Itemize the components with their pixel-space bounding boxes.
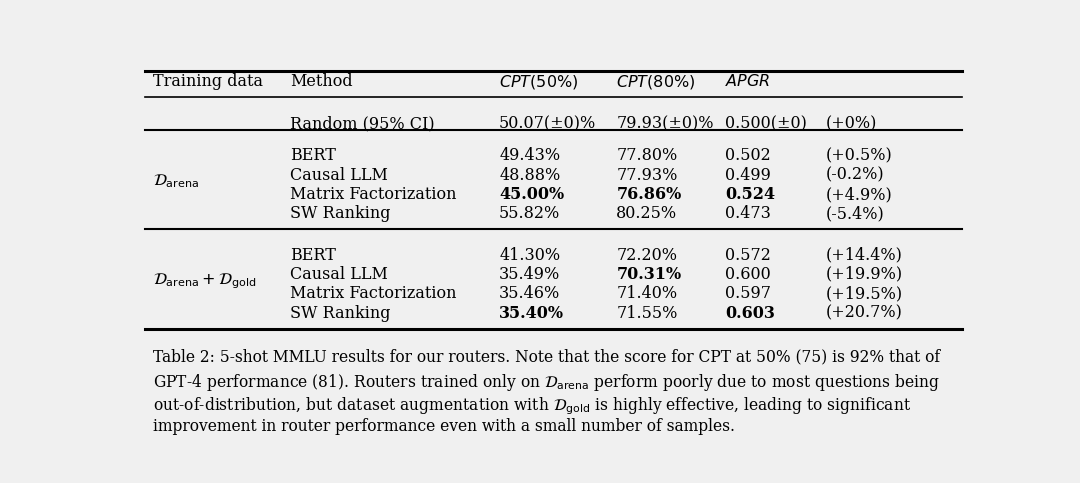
Text: 55.82%: 55.82%: [499, 205, 561, 222]
Text: 45.00%: 45.00%: [499, 186, 564, 203]
Text: (+19.5%): (+19.5%): [825, 285, 903, 302]
Text: 0.603: 0.603: [725, 305, 775, 322]
Text: 0.499: 0.499: [725, 167, 771, 184]
Text: $\mathit{CPT}(50\%)$: $\mathit{CPT}(50\%)$: [499, 73, 579, 91]
Text: BERT: BERT: [289, 147, 336, 164]
Text: 0.524: 0.524: [725, 186, 775, 203]
Text: 35.40%: 35.40%: [499, 305, 564, 322]
Text: $\mathcal{D}_{\mathrm{arena}} + \mathcal{D}_{\mathrm{gold}}$: $\mathcal{D}_{\mathrm{arena}} + \mathcal…: [153, 272, 257, 291]
Text: (+4.9%): (+4.9%): [825, 186, 892, 203]
Text: Causal LLM: Causal LLM: [289, 167, 388, 184]
Text: 77.80%: 77.80%: [617, 147, 677, 164]
Text: 35.49%: 35.49%: [499, 266, 561, 283]
Text: Training data: Training data: [153, 73, 264, 90]
Text: GPT-4 performance (81). Routers trained only on $\mathcal{D}_{\mathrm{arena}}$ p: GPT-4 performance (81). Routers trained …: [153, 372, 941, 393]
Text: 41.30%: 41.30%: [499, 246, 561, 264]
Text: 70.31%: 70.31%: [617, 266, 681, 283]
Text: 35.46%: 35.46%: [499, 285, 561, 302]
Text: 71.40%: 71.40%: [617, 285, 677, 302]
Text: 72.20%: 72.20%: [617, 246, 677, 264]
Text: BERT: BERT: [289, 246, 336, 264]
Text: 50.07(±0)%: 50.07(±0)%: [499, 115, 596, 133]
Text: Method: Method: [289, 73, 352, 90]
Text: 0.502: 0.502: [725, 147, 771, 164]
Text: Random (95% CI): Random (95% CI): [289, 115, 434, 133]
Text: SW Ranking: SW Ranking: [289, 205, 390, 222]
Text: (+19.9%): (+19.9%): [825, 266, 903, 283]
Text: 77.93%: 77.93%: [617, 167, 677, 184]
Text: 49.43%: 49.43%: [499, 147, 561, 164]
Text: 0.597: 0.597: [725, 285, 771, 302]
Text: (-0.2%): (-0.2%): [825, 167, 885, 184]
Text: improvement in router performance even with a small number of samples.: improvement in router performance even w…: [153, 418, 735, 435]
Text: out-of-distribution, but dataset augmentation with $\mathcal{D}_{\mathrm{gold}}$: out-of-distribution, but dataset augment…: [153, 395, 912, 416]
Text: Matrix Factorization: Matrix Factorization: [289, 186, 457, 203]
Text: $\mathcal{D}_{\mathrm{arena}}$: $\mathcal{D}_{\mathrm{arena}}$: [153, 172, 200, 190]
Text: SW Ranking: SW Ranking: [289, 305, 390, 322]
Text: (+0%): (+0%): [825, 115, 877, 133]
Text: (+20.7%): (+20.7%): [825, 305, 903, 322]
Text: 48.88%: 48.88%: [499, 167, 561, 184]
Text: 76.86%: 76.86%: [617, 186, 681, 203]
Text: 0.473: 0.473: [725, 205, 771, 222]
Text: Matrix Factorization: Matrix Factorization: [289, 285, 457, 302]
Text: (+14.4%): (+14.4%): [825, 246, 903, 264]
Text: 0.600: 0.600: [725, 266, 771, 283]
Text: 71.55%: 71.55%: [617, 305, 677, 322]
Text: (-5.4%): (-5.4%): [825, 205, 885, 222]
Text: $\mathit{CPT}(80\%)$: $\mathit{CPT}(80\%)$: [617, 73, 696, 91]
Text: 0.572: 0.572: [725, 246, 771, 264]
Text: 79.93(±0)%: 79.93(±0)%: [617, 115, 714, 133]
Text: $\mathit{APGR}$: $\mathit{APGR}$: [725, 73, 770, 90]
Text: Table 2: 5-shot MMLU results for our routers. Note that the score for CPT at 50%: Table 2: 5-shot MMLU results for our rou…: [153, 349, 941, 366]
Text: (+0.5%): (+0.5%): [825, 147, 892, 164]
Text: 80.25%: 80.25%: [617, 205, 677, 222]
Text: 0.500(±0): 0.500(±0): [725, 115, 807, 133]
Text: Causal LLM: Causal LLM: [289, 266, 388, 283]
